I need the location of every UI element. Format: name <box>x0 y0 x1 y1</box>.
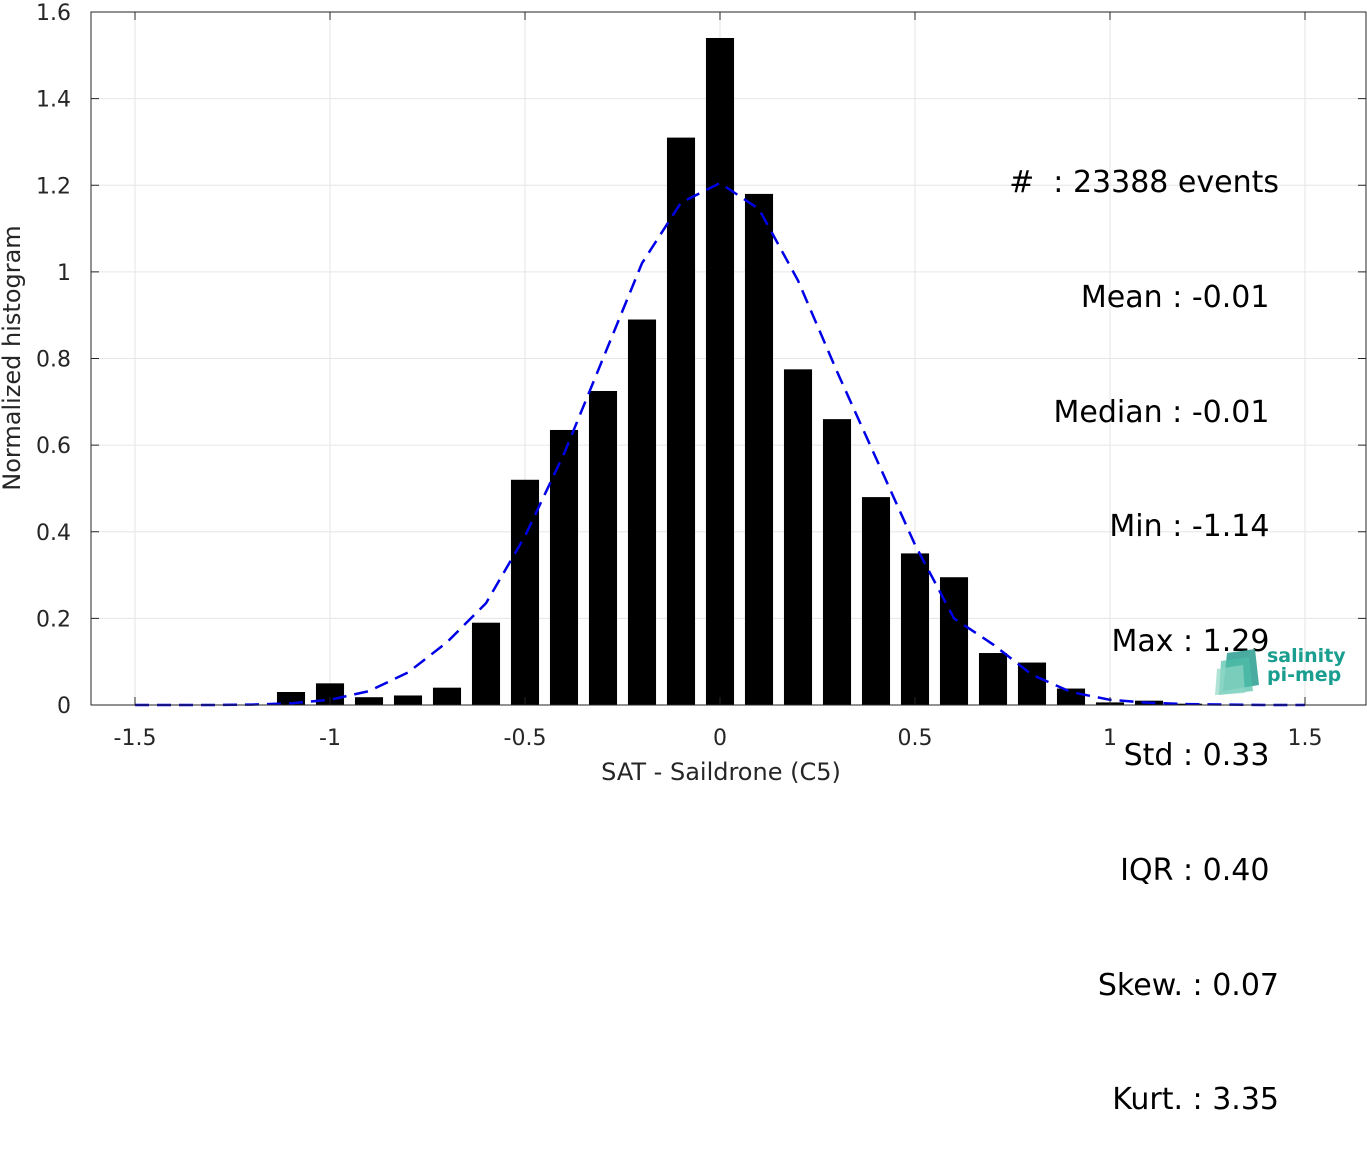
histogram-bar <box>588 390 618 705</box>
y-tick-label: 0.6 <box>36 434 71 459</box>
y-tick-label: 1.6 <box>36 1 71 26</box>
histogram-bar <box>432 687 462 705</box>
stat-min: Min : -1.14 <box>1109 509 1279 545</box>
histogram-chart: -1.5 -1 -0.5 0 0.5 1 1.5 0 0.2 0.4 0.6 0.8 1 1.2 1.4 1… <box>0 1 1367 785</box>
histogram-bar <box>744 193 774 705</box>
histogram-bar <box>627 319 657 705</box>
y-axis-title: Normalized histogram <box>0 225 26 490</box>
histogram-bar <box>549 429 579 705</box>
y-tick-label: 1.2 <box>36 174 71 199</box>
y-tick-label: 0.8 <box>36 348 71 373</box>
wave-logo-icon <box>1215 649 1259 695</box>
stat-kurtosis: Kurt. : 3.35 <box>1112 1082 1279 1118</box>
salinity-pimep-logo: salinity pi-mep <box>1215 645 1346 695</box>
stat-median: Median : -0.01 <box>1053 394 1279 430</box>
logo-text: salinity pi-mep <box>1267 647 1346 685</box>
x-axis-ticks: -1.5 -1 -0.5 0 0.5 1 1.5 <box>114 12 1323 751</box>
histogram-bar <box>900 553 930 705</box>
y-tick-label: 0.4 <box>36 521 71 546</box>
logo-line-salinity: salinity <box>1267 645 1346 667</box>
y-tick-label: 1 <box>57 261 71 286</box>
logo-line-pimep: pi-mep <box>1267 664 1342 686</box>
stat-events: # : 23388 events <box>1009 165 1279 201</box>
x-tick-label: 1 <box>1103 726 1117 751</box>
histogram-bar <box>822 419 852 705</box>
histogram-bar <box>471 622 501 705</box>
histogram-bar <box>705 37 735 706</box>
x-tick-label: 0.5 <box>898 726 933 751</box>
histogram-bars <box>276 37 1203 706</box>
y-tick-label: 0.2 <box>36 607 71 632</box>
y-tick-label: 1.4 <box>36 88 71 113</box>
stat-std: Std : 0.33 <box>1123 738 1279 774</box>
histogram-bar <box>354 697 384 705</box>
x-tick-label: 0 <box>713 726 727 751</box>
y-tick-label: 0 <box>57 694 71 719</box>
x-tick-label: -1 <box>319 726 341 751</box>
x-tick-label: 1.5 <box>1288 726 1323 751</box>
x-tick-label: -1.5 <box>114 726 157 751</box>
stat-max: Max : 1.29 <box>1111 623 1279 659</box>
histogram-bar <box>939 577 969 705</box>
stat-skewness: Skew. : 0.07 <box>1097 967 1279 1003</box>
x-tick-label: -0.5 <box>504 726 547 751</box>
histogram-bar <box>393 695 423 705</box>
histogram-bar <box>783 369 813 705</box>
stat-iqr: IQR : 0.40 <box>1120 853 1279 889</box>
histogram-bar <box>510 479 540 705</box>
x-axis-title: SAT - Saildrone (C5) <box>601 758 841 785</box>
histogram-bar <box>861 497 891 705</box>
histogram-bar <box>978 653 1008 705</box>
histogram-bar <box>1017 662 1047 705</box>
stat-mean: Mean : -0.01 <box>1080 280 1279 316</box>
histogram-bar <box>666 137 696 705</box>
y-axis-ticks: 0 0.2 0.4 0.6 0.8 1 1.2 1.4 1.6 <box>36 1 1366 719</box>
statistics-box: # : 23388 events Mean : -0.01 Median : -… <box>1009 88 1279 1158</box>
